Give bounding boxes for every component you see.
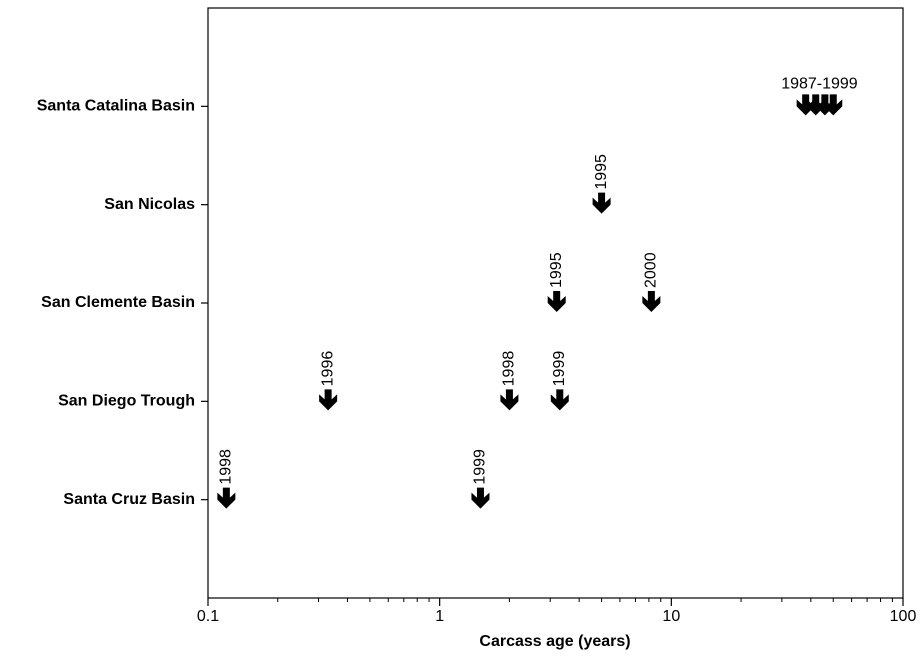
x-tick-label: 100 [890,608,917,625]
arrow-marker [547,291,566,312]
arrow-label: 1987-1999 [781,76,858,93]
x-tick-label: 0.1 [197,608,219,625]
arrow-marker [642,291,661,312]
arrow-label: 2000 [643,252,660,288]
x-tick-label: 1 [435,608,444,625]
arrow-marker [592,192,611,214]
arrow-label: 1998 [501,351,518,387]
arrow-label: 1998 [218,449,235,485]
x-axis-label: Carcass age (years) [479,633,630,650]
arrow-marker [471,487,490,509]
y-tick-label: Santa Catalina Basin [37,98,195,115]
arrow-marker [550,389,569,411]
y-tick-label: San Diego Trough [58,393,195,410]
arrow-label: 1995 [593,154,610,190]
arrow-marker [319,389,338,411]
x-tick-label: 10 [662,608,680,625]
arrow-marker [217,487,236,509]
arrow-label: 1995 [548,252,565,288]
arrow-label: 1999 [472,449,489,485]
y-tick-label: San Nicolas [104,196,195,213]
arrow-marker [796,94,815,116]
y-tick-label: Santa Cruz Basin [63,491,195,508]
arrow-label: 1996 [319,351,336,387]
arrow-marker [824,94,843,116]
y-tick-label: San Clemente Basin [41,294,195,311]
arrow-label: 1999 [551,351,568,387]
arrow-marker [500,389,519,411]
